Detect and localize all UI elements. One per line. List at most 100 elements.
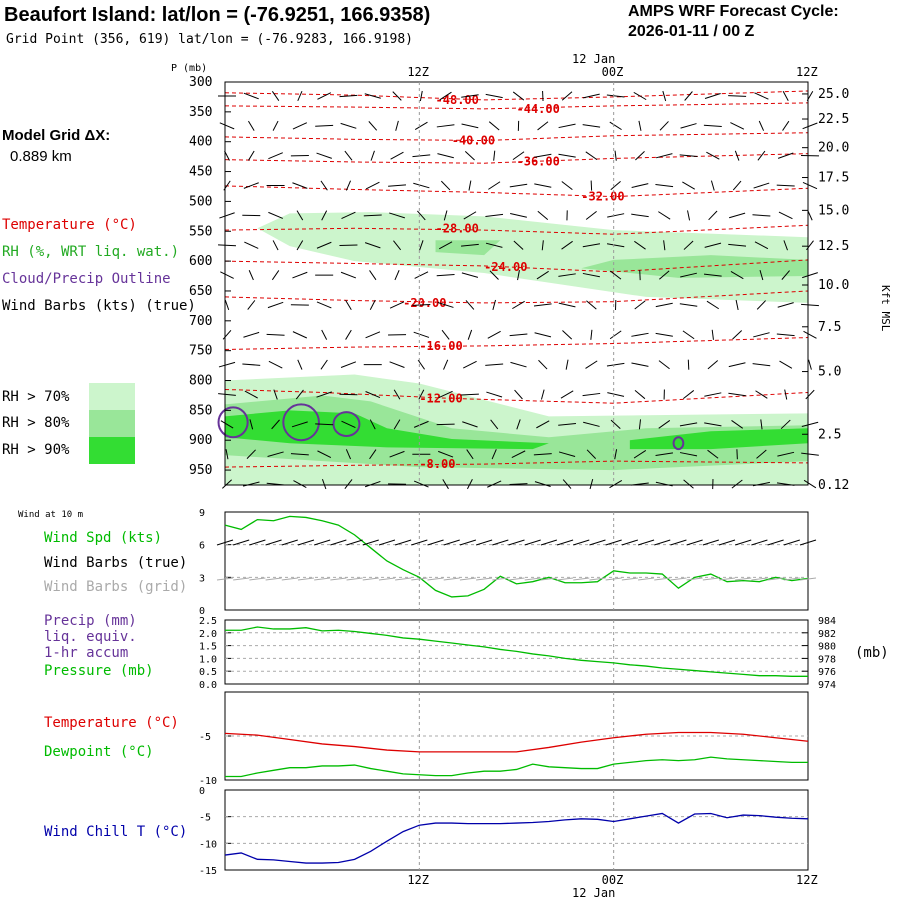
wind-barb — [320, 180, 328, 191]
wind-barb — [345, 329, 352, 340]
wind-barb-true — [281, 539, 298, 546]
wind-barb — [364, 480, 381, 488]
wind-barb — [442, 479, 449, 490]
wind-barb-true — [621, 539, 639, 546]
wind-barb — [730, 122, 745, 130]
wind-barb — [606, 94, 625, 98]
wind-barb — [558, 153, 576, 158]
wind-panel-tick-label: 9 — [199, 508, 205, 519]
wind-barb — [268, 211, 283, 219]
wind-barb — [541, 240, 544, 251]
wind-barb — [562, 330, 573, 340]
wind-barb — [246, 449, 256, 459]
wind-barb — [439, 91, 452, 101]
wind-barb — [393, 389, 401, 400]
wind-barb — [224, 299, 230, 311]
wind-barb-true — [783, 539, 800, 546]
wind-barb — [511, 450, 526, 459]
wind-barb — [317, 92, 332, 100]
wind-barb — [756, 300, 767, 310]
wind-barb — [345, 180, 352, 191]
rh-region-80 — [225, 395, 808, 471]
wind-barb-true — [216, 539, 234, 546]
wind-barb-grid — [735, 577, 752, 581]
temperature-contour — [224, 224, 809, 235]
wind-barb-true — [297, 539, 315, 546]
wind-barb — [462, 421, 478, 428]
wind-barb — [321, 210, 328, 221]
wind-barb — [752, 214, 771, 217]
wind-barb — [711, 329, 714, 340]
wind-barb — [512, 300, 525, 310]
legend-wind-barbs: Wind Barbs (kts) (true) — [2, 298, 196, 314]
wind-barb-true — [524, 539, 541, 546]
wind-barb — [517, 270, 520, 281]
temperature-line — [224, 731, 809, 753]
wind-barb — [631, 332, 649, 337]
wind-barb — [413, 182, 430, 189]
precip-panel-tick-label: 0.0 — [199, 680, 217, 691]
wind-barb-grid — [233, 577, 250, 581]
wind-barb — [659, 121, 669, 131]
wind-barb — [614, 150, 617, 161]
wind-barb-true — [540, 539, 558, 546]
wind-barb — [389, 361, 405, 368]
wind-barb — [414, 121, 428, 130]
wind-barb — [295, 389, 304, 400]
temperature-contour-label: -40.00 — [452, 134, 495, 148]
wind-barb — [779, 360, 793, 369]
wind-barb — [487, 480, 502, 488]
wind-barb — [436, 273, 455, 277]
wind-barb — [706, 151, 720, 160]
cloud-outline — [217, 406, 249, 439]
wind-barb — [218, 393, 236, 396]
wind-barb-true — [589, 539, 606, 546]
wind-barb — [412, 304, 431, 306]
wind-barb — [272, 240, 279, 251]
cloud-outline — [282, 403, 320, 442]
pressure-tick-label: 850 — [189, 403, 212, 418]
wind-barb — [704, 392, 722, 397]
wind-barb — [268, 360, 283, 369]
wind-barb — [320, 359, 328, 370]
kft-tick-label: 15.0 — [818, 203, 849, 218]
windchill-panel-tick-label: -10 — [199, 839, 217, 850]
wind-barb — [684, 91, 693, 101]
wind-barb-grid — [621, 577, 638, 581]
temperature-contour-label: -36.00 — [517, 154, 560, 168]
wind-barb-true — [411, 539, 428, 546]
kft-tick-label: 2.5 — [818, 427, 841, 442]
wind-barb — [540, 389, 545, 400]
wind-barb — [267, 301, 284, 309]
wind-barb — [680, 123, 697, 129]
wind-barb — [537, 121, 549, 131]
temperature-contour — [224, 290, 809, 304]
wind-barb — [290, 453, 309, 456]
wind-barb — [631, 362, 649, 367]
top-date-label: 12 Jan — [572, 52, 616, 66]
temperature-contour — [224, 337, 809, 350]
wind-barb-grid — [281, 577, 298, 581]
wind-barb — [389, 450, 405, 458]
wind-barb — [296, 240, 304, 251]
wind-barb — [512, 151, 525, 161]
wind-barb — [760, 419, 763, 430]
wind-barb — [365, 391, 381, 398]
wind-barb-true — [394, 539, 412, 546]
wind-barb — [468, 180, 472, 191]
wind-barb — [704, 93, 721, 99]
wind-barb-grid — [378, 577, 396, 581]
wind-barb — [801, 421, 819, 427]
rh-legend-swatch-80 — [89, 410, 135, 437]
wind-barb — [291, 421, 308, 428]
wind-barb — [631, 183, 649, 188]
wind-barb — [582, 243, 601, 248]
precip-panel-frame — [224, 619, 809, 685]
wind-barb — [803, 330, 817, 339]
wind-barb — [493, 150, 496, 161]
pressure-right-tick-label: 974 — [818, 680, 836, 691]
kft-tick-label: 7.5 — [818, 320, 841, 335]
dewpoint-line — [225, 756, 808, 778]
wind-barb — [655, 332, 673, 337]
wind-barb-grid — [443, 577, 460, 581]
